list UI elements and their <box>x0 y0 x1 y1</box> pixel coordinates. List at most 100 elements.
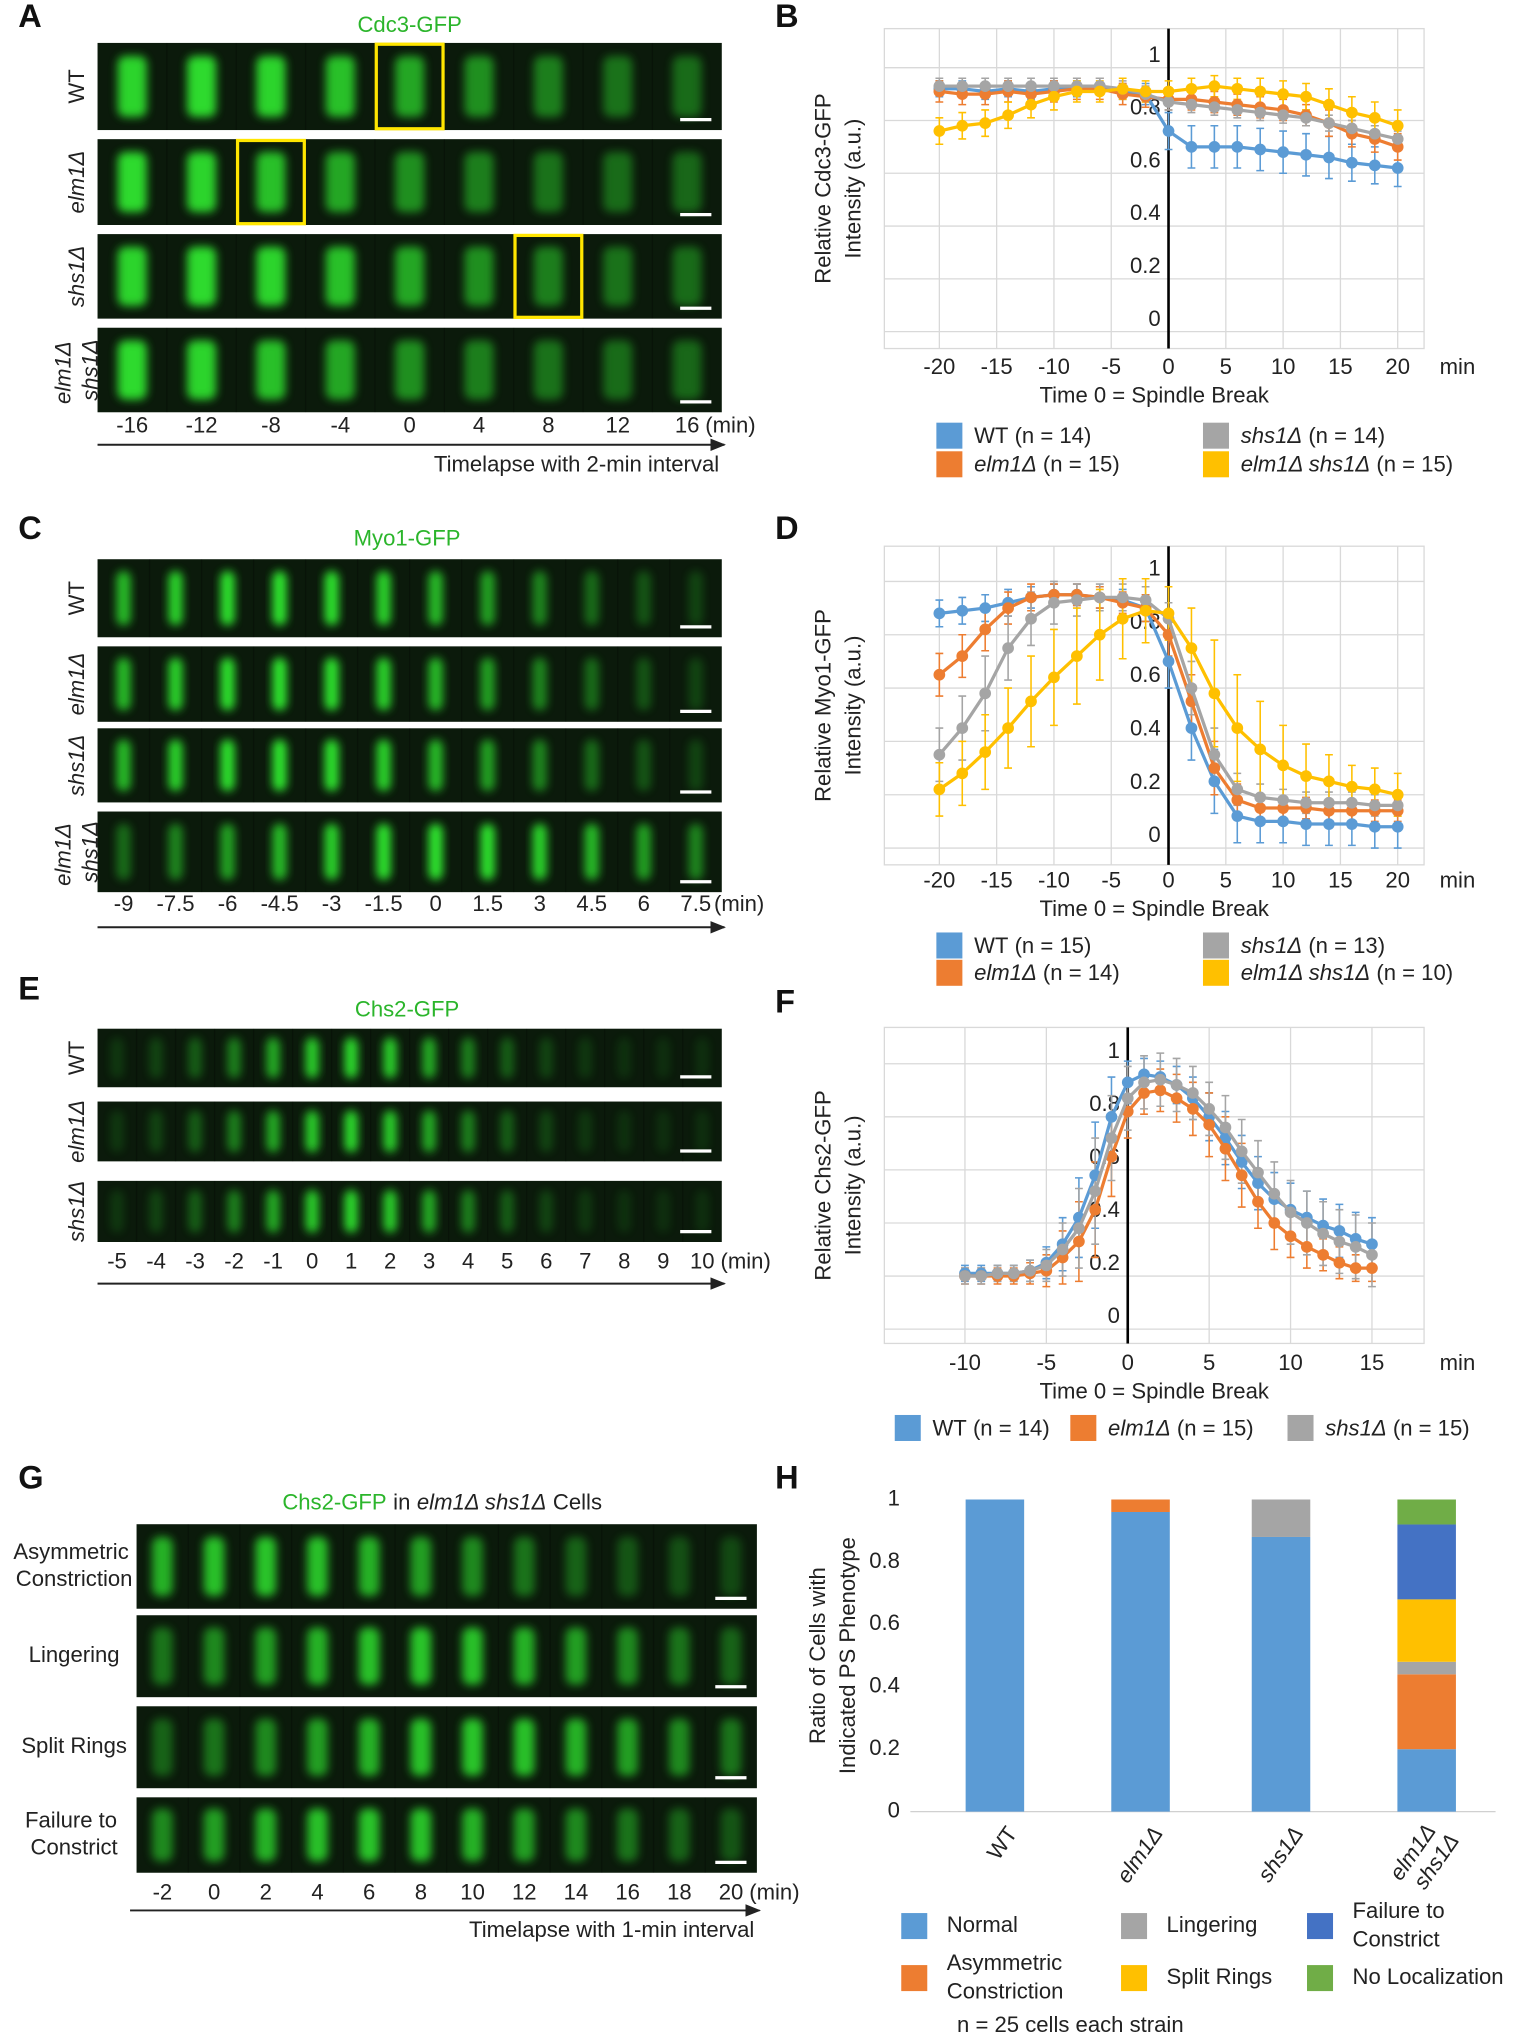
cell-signal <box>617 1536 638 1597</box>
cell-signal <box>152 1718 173 1776</box>
data-point <box>1300 770 1312 782</box>
data-point <box>1071 85 1083 98</box>
cell-signal <box>533 152 563 213</box>
cell-signal <box>272 570 287 626</box>
y-axis-label: Ratio of Cells with <box>805 1567 830 1744</box>
data-point <box>1040 1259 1053 1272</box>
y-tick-label: 0.6 <box>1130 147 1161 172</box>
data-point <box>1048 80 1060 93</box>
cell-signal <box>220 570 235 626</box>
time-unit: (min) <box>714 891 764 916</box>
legend-swatch <box>1202 959 1229 986</box>
cell-signal <box>669 1536 690 1597</box>
time-unit: (min) <box>705 412 755 437</box>
cell-signal <box>117 246 147 306</box>
cell-signal <box>305 1110 319 1153</box>
legend-label: WT (n = 14) <box>974 423 1091 448</box>
micrograph-frames <box>110 1028 710 1088</box>
data-point <box>1048 596 1060 609</box>
time-unit: (min) <box>749 1879 799 1904</box>
cell-signal <box>272 657 287 711</box>
data-point <box>1391 162 1404 174</box>
data-point <box>1105 1110 1118 1123</box>
data-point <box>956 650 969 662</box>
cell-signal <box>513 1536 535 1597</box>
title-part: elm1Δ shs1Δ <box>417 1489 547 1514</box>
cell-signal <box>307 1718 328 1776</box>
cell-signal <box>110 1110 124 1153</box>
cell-signal <box>533 340 563 400</box>
data-point <box>1185 82 1198 95</box>
row-label: Asymmetric Constriction <box>13 1539 135 1591</box>
data-point <box>1162 85 1175 98</box>
panel-letter: H <box>775 1460 798 1496</box>
data-point <box>1346 804 1358 817</box>
data-point <box>1002 109 1014 122</box>
cell-signal <box>656 1190 671 1233</box>
cell-signal <box>358 1718 380 1776</box>
highlight-box <box>235 138 306 226</box>
data-point <box>1002 642 1014 654</box>
data-point <box>1368 159 1381 172</box>
panel-title: Chs2-GFP <box>355 996 459 1021</box>
data-point <box>1105 1150 1118 1163</box>
data-point <box>1208 141 1221 153</box>
y-tick-label: 0 <box>1148 822 1160 847</box>
cell-signal <box>672 55 702 117</box>
cell-signal <box>584 657 600 711</box>
bar-segment <box>1397 1499 1456 1525</box>
cell-signal <box>720 1718 742 1776</box>
y-tick-label: 1 <box>1108 1038 1120 1063</box>
data-point <box>1300 148 1312 161</box>
legend-label: Lingering <box>1167 1912 1258 1937</box>
title-part: Cells <box>553 1489 602 1514</box>
data-point <box>1231 794 1244 806</box>
bar-segment <box>1397 1661 1456 1675</box>
legend-swatch <box>1202 932 1229 959</box>
cell-signal <box>578 1110 593 1153</box>
data-point <box>1025 98 1037 111</box>
data-point <box>979 623 992 636</box>
cell-signal <box>636 657 652 711</box>
cell-signal <box>461 1037 476 1079</box>
y-tick-label: 0.2 <box>1130 769 1161 794</box>
micrograph-row <box>136 1615 757 1698</box>
time-label: 5 <box>501 1249 513 1274</box>
y-tick-label: 0 <box>1108 1303 1120 1328</box>
data-point <box>1231 783 1244 796</box>
data-point <box>1317 1227 1329 1240</box>
legend-swatch <box>1307 1965 1334 1992</box>
data-point <box>933 607 946 620</box>
x-tick-label: 20 <box>1385 868 1410 893</box>
row-label: shs1Δ <box>64 735 89 797</box>
legend-swatch <box>936 932 963 959</box>
data-point <box>1185 722 1198 734</box>
x-tick-label: 0 <box>1162 868 1174 893</box>
bar-segment <box>965 1499 1025 1812</box>
row-label: elm1Δ shs1Δ <box>50 818 102 886</box>
time-label: 9 <box>657 1249 669 1274</box>
panel-letter: G <box>18 1460 43 1496</box>
y-axis-label: Intensity (a.u.) <box>840 1115 865 1255</box>
plot-frame <box>883 545 1425 866</box>
data-point <box>1093 628 1106 641</box>
x-tick-label: 15 <box>1328 868 1353 893</box>
cell-signal <box>539 1190 554 1233</box>
y-tick-label: 0.8 <box>869 1548 900 1573</box>
data-point <box>1323 804 1335 817</box>
data-point <box>933 80 946 93</box>
data-point <box>1162 607 1175 620</box>
cell-signal <box>539 1110 554 1153</box>
cell-signal <box>584 739 600 792</box>
cell-signal <box>672 152 702 213</box>
cell-signal <box>720 1536 742 1597</box>
cell-signal <box>149 1190 163 1233</box>
data-point <box>1391 119 1404 132</box>
panel-letter: D <box>775 510 798 546</box>
data-point <box>1116 82 1129 95</box>
data-point <box>1139 85 1152 98</box>
micrograph-frames <box>152 1615 742 1698</box>
data-point <box>1048 90 1060 103</box>
x-tick-label: -5 <box>1101 868 1121 893</box>
data-point <box>1346 122 1358 135</box>
